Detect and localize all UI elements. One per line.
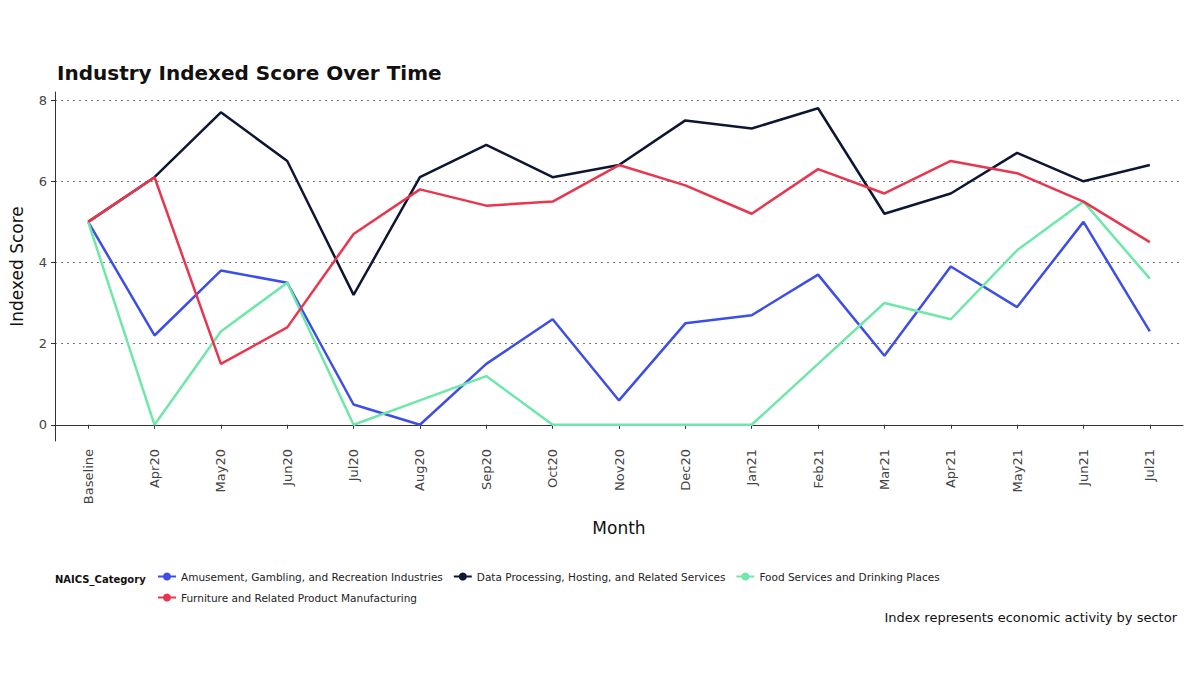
svg-text:Apr20: Apr20 [147, 449, 162, 488]
svg-text:May20: May20 [213, 449, 228, 492]
svg-text:Jan21: Jan21 [744, 449, 759, 487]
svg-text:8: 8 [39, 93, 47, 108]
svg-text:NAICS_Category: NAICS_Category [55, 574, 146, 586]
svg-text:0: 0 [39, 417, 47, 432]
svg-text:4: 4 [39, 255, 47, 270]
svg-text:Baseline: Baseline [81, 449, 96, 504]
svg-text:6: 6 [39, 174, 47, 189]
svg-text:Mar21: Mar21 [877, 449, 892, 490]
svg-text:Sep20: Sep20 [479, 449, 494, 490]
svg-text:Food Services and Drinking Pla: Food Services and Drinking Places [759, 571, 939, 583]
svg-text:Feb21: Feb21 [811, 449, 826, 489]
svg-text:Jul21: Jul21 [1142, 449, 1157, 482]
svg-text:May21: May21 [1010, 449, 1025, 492]
svg-text:Index represents economic acti: Index represents economic activity by se… [884, 610, 1177, 625]
svg-text:Nov20: Nov20 [612, 449, 627, 491]
svg-text:Oct20: Oct20 [545, 449, 560, 488]
svg-text:Furniture and Related Product: Furniture and Related Product Manufactur… [181, 592, 417, 604]
svg-text:Indexed Score: Indexed Score [7, 206, 27, 327]
svg-text:Jun21: Jun21 [1076, 449, 1091, 487]
svg-text:Jun20: Jun20 [280, 449, 295, 487]
svg-text:Aug20: Aug20 [412, 449, 427, 491]
svg-text:Jul20: Jul20 [346, 449, 361, 482]
svg-text:Amusement, Gambling, and Recre: Amusement, Gambling, and Recreation Indu… [181, 571, 443, 583]
svg-text:Industry Indexed Score Over Ti: Industry Indexed Score Over Time [57, 61, 442, 85]
svg-text:Month: Month [592, 518, 645, 538]
svg-text:Dec20: Dec20 [678, 449, 693, 491]
svg-text:2: 2 [39, 336, 47, 351]
svg-text:Data Processing, Hosting, and: Data Processing, Hosting, and Related Se… [477, 571, 726, 583]
svg-text:Apr21: Apr21 [943, 449, 958, 488]
